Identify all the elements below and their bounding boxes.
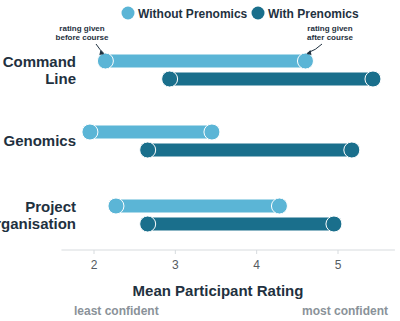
category-label-line: Project: [25, 198, 76, 215]
callout-arrowhead: [306, 50, 311, 55]
x-tick: [94, 250, 95, 254]
callout-arrowhead: [99, 50, 104, 55]
dumbbell-bar: [170, 73, 373, 86]
x-tick-label: 2: [91, 258, 98, 272]
dumbbell-bar: [105, 55, 305, 68]
dumbbell-bar: [116, 200, 279, 213]
marks: [82, 53, 381, 232]
x-axis-label: Mean Participant Rating: [133, 282, 304, 299]
x-tick-label: 4: [253, 258, 260, 272]
callout-line: after course: [307, 33, 353, 42]
callout: rating givenafter course: [307, 24, 353, 42]
before-point: [108, 198, 124, 214]
legend-label: Without Prenomics: [138, 7, 248, 21]
callout-arrow: [96, 44, 103, 53]
after-point: [297, 53, 313, 69]
before-point: [162, 71, 178, 87]
category-label: Genomics: [3, 132, 76, 149]
scale-high-label: most confident: [302, 304, 388, 318]
before-point: [140, 216, 156, 232]
after-point: [204, 124, 220, 140]
x-tick: [256, 250, 257, 254]
chart: Without Prenomics With Prenomics CommandLi…: [0, 0, 400, 321]
category-label: ProjectOrganisation: [0, 198, 76, 232]
dumbbell-bar: [90, 126, 212, 139]
dumbbell-bar: [148, 144, 352, 157]
category-label: CommandLine: [3, 53, 76, 87]
x-tick-label: 3: [172, 258, 179, 272]
callout-line: rating given: [59, 24, 104, 33]
category-label-line: Command: [3, 53, 76, 70]
category-label-line: Genomics: [3, 132, 76, 149]
scale-low-label: least confident: [74, 304, 159, 318]
before-point: [97, 53, 113, 69]
x-tick: [338, 250, 339, 254]
x-axis-line: [61, 250, 394, 251]
x-tick-label: 5: [335, 258, 342, 272]
before-point: [82, 124, 98, 140]
chart-svg: Without Prenomics With Prenomics CommandLi…: [0, 0, 400, 321]
after-point: [326, 216, 342, 232]
callout-line: rating given: [307, 24, 352, 33]
callout-line: before course: [56, 33, 109, 42]
callout: rating givenbefore course: [56, 24, 109, 42]
before-point: [140, 142, 156, 158]
category-label-line: Organisation: [0, 215, 76, 232]
legend-label: With Prenomics: [268, 7, 359, 21]
legend-marker: [252, 7, 265, 20]
legend-marker: [122, 7, 135, 20]
after-point: [344, 142, 360, 158]
category-label-line: Line: [45, 70, 76, 87]
after-point: [271, 198, 287, 214]
x-tick: [175, 250, 176, 254]
dumbbell-bar: [148, 218, 334, 231]
after-point: [365, 71, 381, 87]
